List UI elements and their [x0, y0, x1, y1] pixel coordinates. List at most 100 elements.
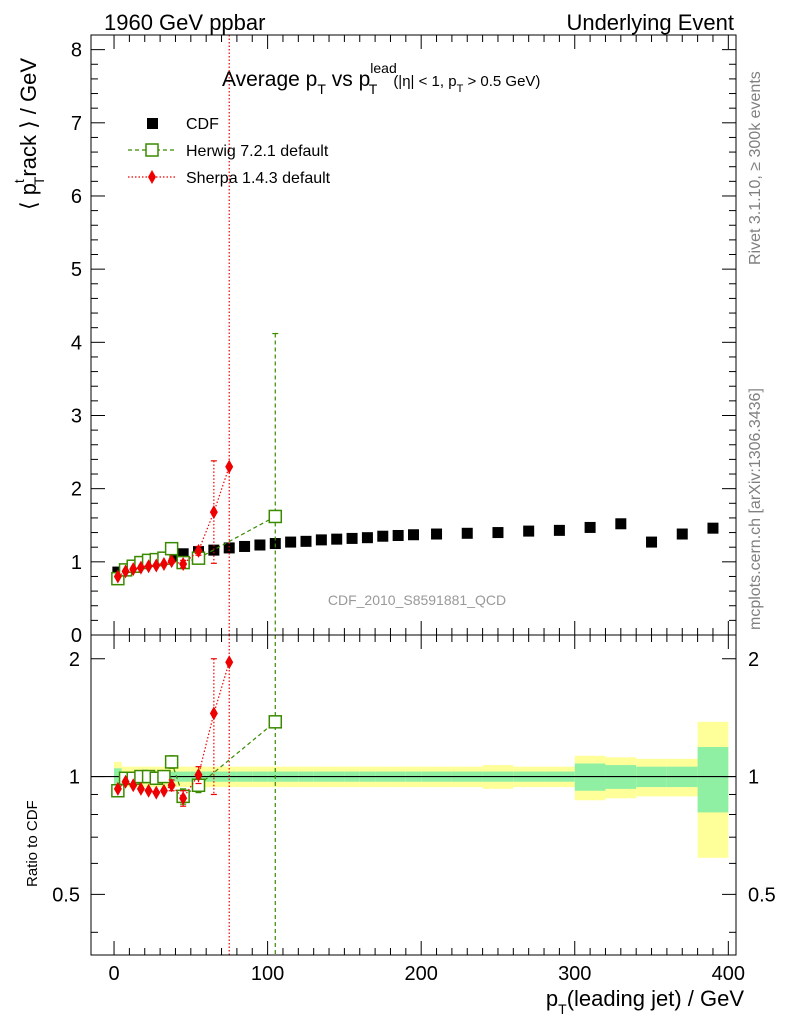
herwig-ratio-point [157, 769, 171, 784]
ratio-frame [90, 634, 737, 956]
x-tick-label: 200 [404, 963, 437, 985]
legend-sherpa-label: Sherpa 1.4.3 default [186, 170, 331, 187]
y-tick-label: 7 [71, 113, 82, 135]
header-left: 1960 GeV ppbar [104, 10, 265, 35]
cdf-point [239, 540, 251, 552]
x-tick-label: 100 [251, 963, 284, 985]
x-axis-label: pT(leading jet) / GeV [546, 986, 744, 1017]
cdf-point [177, 548, 189, 560]
sherpa-ratio-point [194, 767, 203, 782]
header-right: Underlying Event [566, 10, 734, 35]
y-tick-label: 6 [71, 186, 82, 208]
ratio-inner-band [697, 747, 729, 813]
herwig-point [164, 541, 179, 556]
legend-herwig-label: Herwig 7.2.1 default [186, 143, 329, 160]
cdf-point [431, 528, 443, 540]
sherpa-point [159, 557, 168, 572]
herwig-ratio-point [164, 755, 179, 769]
sherpa-ratio-point [159, 783, 168, 798]
herwig-ratio-point [268, 715, 283, 729]
legend-cdf-marker [147, 118, 158, 129]
x-tick-label: 400 [712, 963, 745, 985]
sherpa-ratio-point [152, 785, 161, 800]
sherpa-ratio-point [179, 791, 188, 806]
cdf-point [461, 527, 473, 539]
sherpa-ratio-point [121, 774, 130, 789]
cdf-point [553, 524, 565, 536]
cdf-point [300, 535, 312, 547]
cdf-point [523, 525, 535, 537]
sherpa-point [113, 569, 122, 584]
cdf-point [584, 521, 596, 533]
sherpa-point [225, 459, 234, 474]
sherpa-ratio-point [144, 783, 153, 798]
cdf-point [331, 533, 343, 545]
sherpa-ratio-point [167, 778, 176, 793]
legend: CDF Herwig 7.2.1 default Sherpa 1.4.3 de… [128, 116, 331, 187]
sherpa-point [209, 505, 218, 520]
rivet-version-label: Rivet 3.1.10, ≥ 300k events [747, 71, 764, 265]
y-tick-label: 0 [71, 625, 82, 647]
sherpa-point [129, 562, 138, 577]
cdf-point [315, 534, 327, 546]
ratio-ylabel: Ratio to CDF [24, 800, 41, 887]
ratio-panel: 0 100 200 300 400 0.5 0.5 1 1 2 2 Ratio to CDF pT(… [24, 634, 776, 1017]
legend-entry-herwig: Herwig 7.2.1 default [128, 143, 329, 160]
main-title: Average pT vs plead T (|η| < 1, pT > 0.5 G… [222, 60, 540, 97]
cdf-point [707, 522, 719, 534]
main-ylabel: ⟨ pt Track ⟩ / GeV [11, 58, 47, 210]
x-tick-label: 0 [108, 963, 119, 985]
sherpa-point [152, 558, 161, 573]
cdf-point [676, 528, 688, 540]
sherpa-ratio-point [136, 781, 145, 796]
y-tick-label: 1 [71, 552, 82, 574]
y-tick-label: 3 [71, 405, 82, 427]
analysis-tag: CDF_2010_S8591881_QCD [328, 592, 506, 608]
y-tick-label: 4 [71, 332, 82, 354]
y-tick-label: 5 [71, 259, 82, 281]
ratio-y-tick-label: 2 [69, 649, 80, 671]
cdf-point [377, 530, 389, 542]
herwig-point [268, 509, 283, 524]
sherpa-point [144, 559, 153, 574]
x-tick-label: 300 [558, 963, 591, 985]
legend-entry-cdf: CDF [147, 116, 219, 133]
y-tick-label: 2 [71, 479, 82, 501]
cdf-point [392, 529, 404, 541]
cdf-point [269, 538, 281, 550]
ratio-plot-content [91, 635, 736, 955]
sherpa-point [167, 554, 176, 569]
cdf-point [646, 536, 658, 548]
ratio-y-tick-label: 1 [69, 767, 80, 789]
sherpa-point [194, 543, 203, 558]
sherpa-point [121, 564, 130, 579]
cdf-point [346, 532, 358, 544]
ratio-y-tick-label-right: 1 [748, 767, 759, 789]
sherpa-ratio-point [113, 781, 122, 796]
sherpa-ratio-point [209, 706, 218, 721]
ratio-y-tick-label-right: 2 [748, 649, 759, 671]
ratio-axis-ticks: 0 100 200 300 400 0.5 0.5 1 1 2 2 [52, 635, 776, 985]
legend-entry-sherpa: Sherpa 1.4.3 default [128, 170, 331, 187]
cdf-point [615, 518, 627, 530]
main-panel: 0 1 2 3 4 5 6 7 8 Average pT vs plead T (|η| < 1, … [11, 34, 737, 647]
y-tick-label: 8 [71, 40, 82, 62]
cdf-point [492, 527, 504, 539]
ratio-y-tick-label-right: 0.5 [748, 884, 776, 906]
sherpa-ratio-point [225, 655, 234, 670]
legend-herwig-marker [145, 143, 159, 157]
sherpa-ratio-point [129, 778, 138, 793]
main-axis-ticks: 0 1 2 3 4 5 6 7 8 [71, 35, 736, 647]
main-plot-content [111, 35, 719, 635]
cdf-point [361, 532, 373, 544]
mcplots-label: mcplots.cern.ch [arXiv:1306.3436] [747, 388, 764, 630]
legend-sherpa-marker [148, 170, 156, 184]
cdf-point [223, 542, 235, 554]
sherpa-line [117, 466, 230, 577]
legend-cdf-label: CDF [186, 116, 219, 133]
cdf-point [254, 539, 266, 551]
cdf-point [408, 529, 419, 541]
sherpa-point [136, 560, 145, 575]
sherpa-point [179, 557, 188, 572]
